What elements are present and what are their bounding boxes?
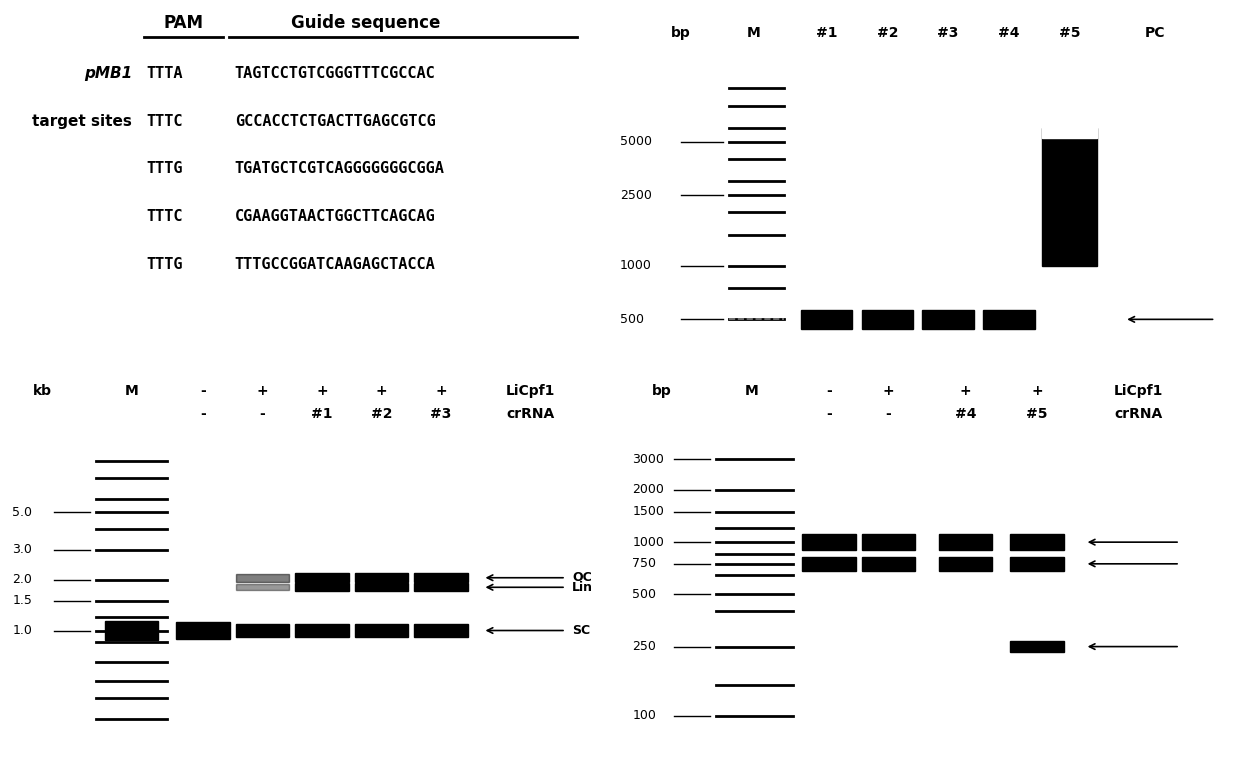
- Text: 500: 500: [620, 313, 644, 326]
- Text: #2: #2: [877, 26, 898, 39]
- Text: TAGTCCTGTCGGGTTTCGCCAC: TAGTCCTGTCGGGTTTCGCCAC: [234, 66, 435, 80]
- Bar: [295, 584, 348, 591]
- Text: +: +: [257, 384, 268, 398]
- Text: TTTG: TTTG: [146, 257, 184, 272]
- Text: #4: #4: [998, 26, 1019, 39]
- Bar: [414, 584, 467, 591]
- Text: #4: #4: [955, 407, 976, 420]
- Bar: [295, 624, 348, 638]
- Bar: [295, 573, 348, 582]
- Bar: [355, 584, 408, 591]
- Text: 1500: 1500: [632, 505, 665, 518]
- Bar: [802, 534, 856, 550]
- Text: PAM: PAM: [164, 14, 203, 32]
- Text: M: M: [744, 384, 759, 398]
- Text: 100: 100: [632, 709, 656, 722]
- Text: 3.0: 3.0: [12, 543, 32, 556]
- Text: M: M: [746, 26, 760, 39]
- Text: 3000: 3000: [632, 453, 665, 466]
- Text: -: -: [259, 407, 265, 420]
- Text: M: M: [124, 384, 139, 398]
- Bar: [414, 573, 467, 582]
- Text: #1: #1: [311, 407, 332, 420]
- Text: TGATGCTCGTCAGGGGGGGCGGA: TGATGCTCGTCAGGGGGGGCGGA: [234, 162, 445, 176]
- Bar: [801, 310, 852, 329]
- Text: LiCpf1: LiCpf1: [506, 384, 556, 398]
- Text: 1.0: 1.0: [12, 624, 32, 637]
- Bar: [236, 574, 289, 581]
- Text: CGAAGGTAACTGGCTTCAGCAG: CGAAGGTAACTGGCTTCAGCAG: [234, 209, 435, 224]
- Text: 750: 750: [632, 557, 656, 570]
- Bar: [923, 310, 973, 329]
- Text: 2500: 2500: [620, 189, 652, 202]
- Bar: [862, 557, 915, 571]
- Bar: [104, 621, 159, 640]
- Text: -: -: [885, 407, 892, 420]
- Text: 1000: 1000: [620, 260, 652, 272]
- Text: +: +: [883, 384, 894, 398]
- Bar: [1011, 641, 1064, 652]
- Text: TTTC: TTTC: [146, 114, 184, 128]
- Text: 5.0: 5.0: [12, 505, 32, 518]
- Text: 1000: 1000: [632, 536, 665, 549]
- Bar: [176, 622, 229, 639]
- Text: 250: 250: [632, 640, 656, 653]
- Bar: [939, 534, 992, 550]
- Text: SC: SC: [572, 624, 590, 637]
- Text: #3: #3: [430, 407, 451, 420]
- Text: #3: #3: [937, 26, 959, 39]
- Text: #2: #2: [371, 407, 392, 420]
- Bar: [236, 584, 289, 591]
- Text: GCCACCTCTGACTTGAGCGTCG: GCCACCTCTGACTTGAGCGTCG: [234, 114, 435, 128]
- Text: pMB1: pMB1: [84, 66, 133, 80]
- Text: 500: 500: [632, 588, 656, 601]
- Text: +: +: [1032, 384, 1043, 398]
- Bar: [355, 573, 408, 582]
- Bar: [983, 310, 1034, 329]
- Text: PC: PC: [1145, 26, 1164, 39]
- Text: TTTA: TTTA: [146, 66, 184, 80]
- Bar: [236, 624, 289, 638]
- Text: -: -: [826, 407, 832, 420]
- Bar: [862, 310, 913, 329]
- Bar: [802, 557, 856, 571]
- Bar: [939, 557, 992, 571]
- Text: +: +: [376, 384, 387, 398]
- Text: #1: #1: [816, 26, 837, 39]
- Text: 2000: 2000: [632, 483, 665, 496]
- Text: TTTGCCGGATCAAGAGCTACCA: TTTGCCGGATCAAGAGCTACCA: [234, 257, 435, 272]
- Text: +: +: [960, 384, 971, 398]
- Text: OC: OC: [572, 572, 591, 584]
- Text: #5: #5: [1059, 26, 1080, 39]
- Text: +: +: [435, 384, 446, 398]
- Bar: [1011, 534, 1064, 550]
- Text: TTTC: TTTC: [146, 209, 184, 224]
- Text: +: +: [316, 384, 327, 398]
- Text: -: -: [200, 407, 206, 420]
- Text: Guide sequence: Guide sequence: [291, 14, 440, 32]
- Text: crRNA: crRNA: [1115, 407, 1162, 420]
- Bar: [414, 624, 467, 638]
- Text: crRNA: crRNA: [506, 407, 554, 420]
- Bar: [355, 624, 408, 638]
- Bar: [862, 534, 915, 550]
- Text: TTTG: TTTG: [146, 162, 184, 176]
- Text: 5000: 5000: [620, 135, 652, 148]
- Text: bp: bp: [671, 26, 691, 39]
- Text: kb: kb: [32, 384, 52, 398]
- Bar: [1011, 557, 1064, 571]
- Text: target sites: target sites: [32, 114, 133, 128]
- Text: bp: bp: [652, 384, 672, 398]
- Bar: [1043, 128, 1097, 266]
- Text: -: -: [826, 384, 832, 398]
- Text: #5: #5: [1027, 407, 1048, 420]
- Text: 1.5: 1.5: [12, 594, 32, 607]
- Text: LiCpf1: LiCpf1: [1114, 384, 1163, 398]
- Text: -: -: [200, 384, 206, 398]
- Bar: [1048, 121, 1091, 134]
- Text: 2.0: 2.0: [12, 573, 32, 586]
- Bar: [1043, 117, 1097, 138]
- Text: Lin: Lin: [572, 581, 593, 594]
